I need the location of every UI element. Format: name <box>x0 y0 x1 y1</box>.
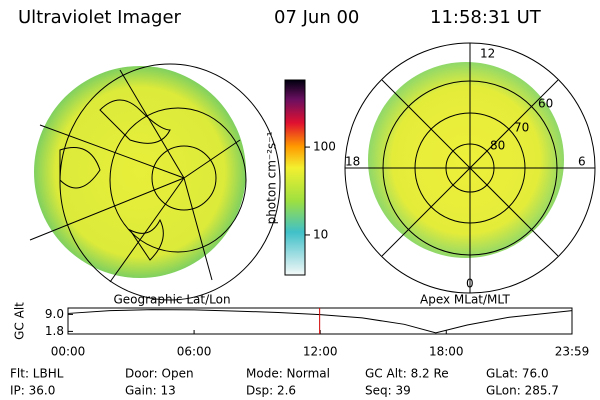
info: Flt: LBHL <box>10 367 64 381</box>
colorbar-tick-label: 10 <box>313 227 328 241</box>
x-tick-label: 00:00 <box>51 345 86 359</box>
date: 07 Jun 00 <box>274 7 359 28</box>
hour-label: 12 <box>480 47 495 61</box>
hour-label: 0 <box>466 277 474 291</box>
polar-map <box>344 42 596 294</box>
lat-label: 70 <box>514 121 529 135</box>
time: 11:58:31 UT <box>430 7 542 28</box>
hour-label: 6 <box>578 155 586 169</box>
lat-label: 80 <box>490 139 505 153</box>
altitude-line <box>67 309 573 334</box>
info: Dsp: 2.6 <box>246 384 296 398</box>
title: Ultraviolet Imager <box>18 7 182 28</box>
x-tick-label: 18:00 <box>429 345 464 359</box>
polar-label: Apex MLat/MLT <box>420 293 510 307</box>
y-tick-label: 9.0 <box>45 307 64 321</box>
geo-map <box>29 63 281 301</box>
x-tick-label: 06:00 <box>177 345 212 359</box>
hour-label: 18 <box>345 155 360 169</box>
info: Mode: Normal <box>246 367 330 381</box>
colorbar-label: photon cm⁻²s⁻¹ <box>265 131 279 224</box>
lat-label: 60 <box>538 97 553 111</box>
info: Seq: 39 <box>365 384 411 398</box>
x-tick-label: 12:00 <box>303 345 338 359</box>
info: GC Alt: 8.2 Re <box>365 367 449 381</box>
x-tick-label: 23:59 <box>555 345 590 359</box>
geo-label: Geographic Lat/Lon <box>113 293 230 307</box>
info: Gain: 13 <box>125 384 176 398</box>
altitude-ylabel: GC Alt <box>13 302 27 340</box>
info: GLon: 285.7 <box>486 384 559 398</box>
colorbar-tick-label: 100 <box>313 140 336 154</box>
info: IP: 36.0 <box>10 384 55 398</box>
info: Door: Open <box>125 367 194 381</box>
info: GLat: 76.0 <box>486 367 549 381</box>
colorbar <box>284 79 306 276</box>
y-tick-label: 1.8 <box>45 324 64 338</box>
